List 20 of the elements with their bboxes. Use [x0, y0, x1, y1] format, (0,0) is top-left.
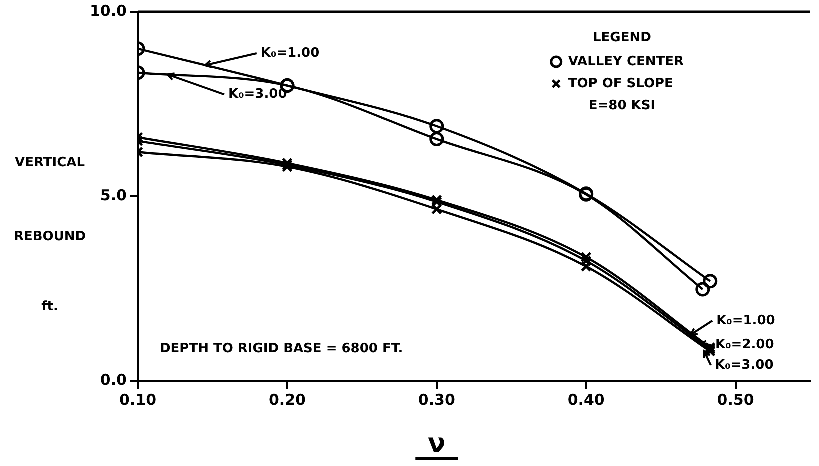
x-tick-label: 0.50 — [717, 390, 754, 409]
x-tick-label: 0.20 — [268, 390, 306, 409]
y-tick-label: 0.0 — [100, 370, 127, 389]
annotation: K₀=1.00 — [716, 313, 776, 328]
annotation: K₀=1.00 — [260, 46, 320, 61]
x-tick-label: 0.30 — [418, 390, 456, 409]
legend-label: TOP OF SLOPE — [568, 76, 674, 92]
annotation: DEPTH TO RIGID BASE = 6800 FT. — [160, 341, 404, 356]
y-tick-label: 5.0 — [100, 186, 127, 204]
annotation: K₀=2.00 — [716, 337, 774, 352]
x-tick-label: 0.40 — [568, 390, 605, 409]
legend-title: LEGEND — [593, 30, 652, 46]
x-axis-title: ν — [428, 429, 446, 459]
y-tick-label: 10.0 — [90, 2, 127, 20]
annotation: E=80 KSI — [588, 98, 656, 114]
annotation: K₀=3.00 — [715, 358, 774, 373]
annotation: K₀=3.00 — [228, 87, 288, 102]
text: VERTICAL REBOUND ft. — [14, 156, 86, 315]
legend-label: VALLEY CENTER — [568, 54, 684, 70]
x-tick-label: 0.10 — [119, 390, 157, 409]
